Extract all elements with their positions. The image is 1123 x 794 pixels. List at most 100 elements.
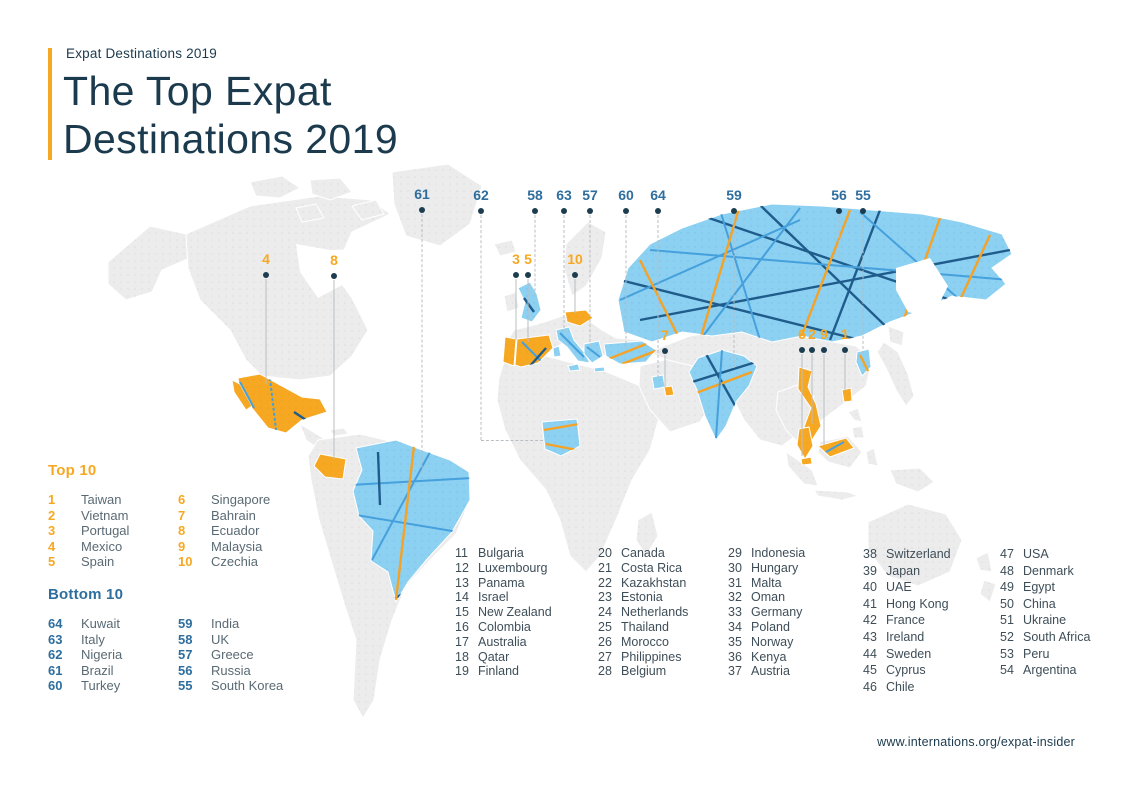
list-item: 8 Ecuador [178, 523, 308, 539]
rank: 56 [178, 662, 193, 678]
country-bahrain [663, 385, 675, 397]
country-name: India [211, 616, 240, 631]
map-marker-line [333, 280, 335, 459]
borneo-decor-line [825, 441, 845, 453]
map-marker-dot [263, 272, 269, 278]
rank: 60 [48, 678, 63, 694]
map-marker-dot [532, 208, 538, 214]
bottom10-legend: Bottom 10 64 Kuwait 63 Italy 62 Nigeria 61 Braz… [48, 586, 308, 694]
map-marker-label: 58 [527, 187, 543, 203]
top10-column-1: 1 Taiwan 2 Vietnam 3 Portugal 4 Mexico 5 Spain [48, 492, 178, 570]
top10-title: Top 10 [48, 462, 97, 479]
list-item: 60 Turkey [48, 678, 178, 694]
rank: 1 [48, 492, 56, 507]
hudson-bay [296, 244, 344, 298]
land-philippines-2 [851, 425, 865, 439]
map-marker-line [862, 215, 864, 354]
map-marker-label: 9 [820, 326, 828, 342]
map-marker-label: 7 [661, 327, 669, 343]
country-malaysia-peninsula [796, 426, 814, 460]
map-marker-dot [799, 347, 805, 353]
list-item: 62 Nigeria [48, 647, 178, 663]
rank: 59 [178, 616, 193, 631]
title-line1: The Top Expat [63, 68, 332, 114]
map-marker-line [625, 215, 627, 349]
country-sardinia [552, 345, 562, 358]
top10-legend: Top 10 1 Taiwan 2 Vietnam 3 Portugal 4 Mexico 5 S… [48, 462, 308, 570]
list-item: 58 UK [178, 632, 308, 648]
italy-decor-line [559, 332, 585, 358]
title-line2: Destinations 2019 [63, 115, 399, 162]
map-marker-line [574, 279, 576, 313]
land-nz-north [975, 551, 993, 573]
website-url: www.internations.org/expat-insider [877, 735, 1075, 749]
country-name: Mexico [81, 538, 123, 554]
map-marker-label: 2 [808, 326, 816, 342]
list-item: 64 Kuwait [48, 616, 178, 632]
map-marker-dot [572, 272, 578, 278]
land-philippines-1 [847, 407, 863, 423]
land-arctic-3 [351, 199, 385, 221]
map-marker-dot [662, 348, 668, 354]
map-marker-dot [731, 208, 737, 214]
country-name: Singapore [211, 492, 271, 507]
land-arctic-4 [295, 203, 325, 223]
map-marker-dot [836, 208, 842, 214]
rank: 61 [48, 662, 63, 678]
rank: 10 [178, 554, 193, 570]
map-marker-label: 63 [556, 187, 572, 203]
map-marker-dot [809, 347, 815, 353]
list-item: 1 Taiwan [48, 492, 178, 508]
map-marker-dot [525, 272, 531, 278]
land-africa [496, 355, 661, 573]
list-item: 6 Singapore [178, 492, 308, 508]
map-marker-label: 61 [414, 186, 430, 202]
land-iceland [493, 239, 517, 257]
map-marker-line [838, 215, 840, 258]
map-marker-dot [821, 347, 827, 353]
country-name: Brazil [81, 662, 114, 678]
map-marker-label: 55 [855, 187, 871, 203]
rank: 58 [178, 631, 193, 647]
map-marker-line [480, 215, 482, 440]
map-marker-label: 59 [726, 187, 742, 203]
land-arctic-2 [309, 177, 353, 201]
country-name: Ecuador [211, 523, 260, 539]
country-name: Bahrain [211, 507, 256, 523]
map-marker-line [527, 279, 529, 342]
map-marker-line [811, 354, 813, 424]
country-name: Malaysia [211, 538, 263, 554]
bottom10-title: Bottom 10 [48, 586, 124, 603]
map-marker-dot [655, 208, 661, 214]
map-marker-line [733, 215, 735, 368]
land-new-guinea [889, 467, 935, 493]
map-marker-label: 8 [330, 252, 338, 268]
map-marker-label: 4 [262, 251, 270, 267]
country-name: Turkey [81, 678, 121, 694]
list-item: 56 Russia [178, 663, 308, 679]
rank: 4 [48, 538, 56, 554]
top10-columns: 1 Taiwan 2 Vietnam 3 Portugal 4 Mexico 5 Spain 6 S… [48, 492, 308, 570]
land-hokkaido [887, 325, 905, 347]
list-item: 3 Portugal [48, 523, 178, 539]
map-marker-label: 60 [618, 187, 634, 203]
rank: 62 [48, 647, 63, 663]
country-baja [231, 379, 253, 411]
bottom10-column-1: 64 Kuwait 63 Italy 62 Nigeria 61 Brazil 60 Turkey [48, 616, 178, 694]
uk-decor-line [523, 297, 535, 313]
country-crete [593, 366, 606, 373]
list-item: 10 Czechia [178, 554, 308, 570]
rank: 3 [48, 523, 56, 539]
country-ecuador [313, 453, 347, 480]
map-marker-dot [860, 208, 866, 214]
land-alaska [107, 225, 191, 301]
accent-bar [48, 48, 52, 160]
country-name: Portugal [81, 523, 130, 539]
rank: 7 [178, 507, 186, 523]
list-item: 59 India [178, 616, 308, 632]
land-caribbean-1 [329, 427, 349, 437]
list-item: 55 South Korea [178, 678, 308, 694]
